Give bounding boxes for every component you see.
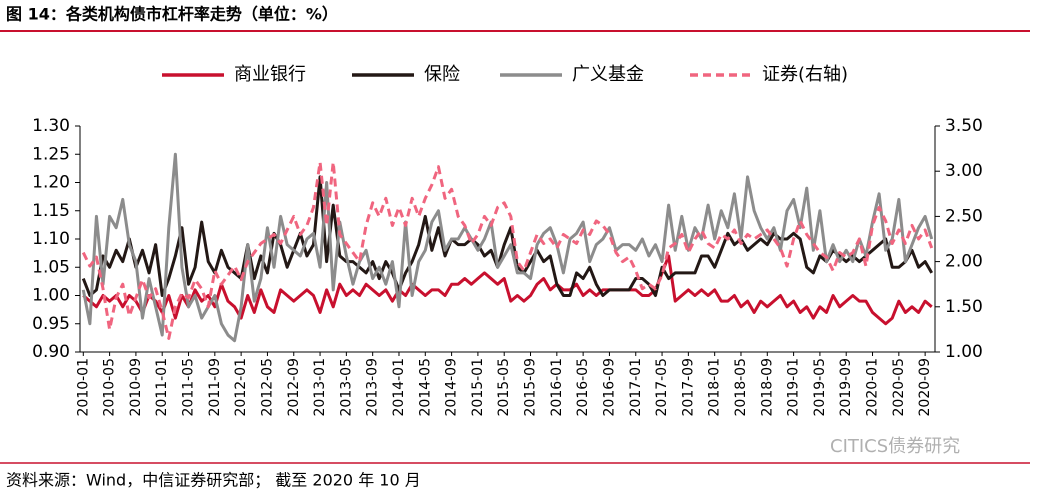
x-tick-label: 2014-05 (417, 358, 433, 417)
x-tick-label: 2020-05 (891, 358, 907, 417)
series-line (82, 254, 933, 326)
x-tick-label: 2011-09 (207, 358, 223, 417)
y2-tick-label: 1.00 (945, 342, 983, 362)
x-tick-label: 2016-05 (575, 358, 591, 417)
y-tick-label: 1.10 (32, 229, 70, 249)
y-tick-label: 1.20 (32, 173, 70, 193)
x-tick-label: 2012-09 (286, 358, 302, 417)
x-tick-label: 2012-01 (233, 358, 249, 417)
series-line (81, 175, 934, 297)
x-tick-label: 2012-05 (259, 358, 275, 417)
legend-label: 保险 (424, 64, 460, 85)
x-tick-label: 2018-01 (707, 358, 723, 417)
x-tick-label: 2015-09 (523, 358, 539, 417)
y-tick-label: 0.90 (32, 342, 70, 362)
y-tick-label: 1.30 (32, 116, 70, 136)
x-tick-label: 2016-01 (549, 358, 565, 417)
watermark: CITICS债券研究 (830, 436, 960, 457)
x-tick-label: 2015-01 (470, 358, 486, 417)
x-tick-label: 2014-01 (391, 358, 407, 417)
y-tick-label: 1.05 (32, 257, 70, 277)
x-tick-label: 2010-01 (75, 358, 91, 417)
y2-tick-label: 1.50 (945, 297, 983, 317)
x-tick-label: 2011-05 (181, 358, 197, 417)
x-tick-label: 2020-09 (917, 358, 933, 417)
y2-tick-label: 3.00 (945, 161, 983, 181)
legend-label: 广义基金 (572, 64, 644, 85)
x-tick-label: 2013-09 (365, 358, 381, 417)
y-tick-label: 1.00 (32, 286, 70, 306)
x-tick-label: 2010-09 (128, 358, 144, 417)
x-tick-label: 2017-09 (680, 358, 696, 417)
legend-label: 证券(右轴) (762, 64, 848, 85)
x-tick-label: 2011-01 (154, 358, 170, 417)
y-tick-label: 1.25 (32, 144, 70, 164)
y-tick-label: 0.95 (32, 314, 70, 334)
source-note: 资料来源：Wind，中信证券研究部； 截至 2020 年 10 月 (6, 471, 421, 490)
y2-tick-label: 3.50 (945, 116, 983, 136)
x-tick-label: 2020-01 (865, 358, 881, 417)
x-tick-label: 2019-09 (838, 358, 854, 417)
y2-tick-label: 2.00 (945, 252, 983, 272)
x-tick-label: 2010-05 (102, 358, 118, 417)
x-tick-label: 2019-01 (786, 358, 802, 417)
x-tick-label: 2017-01 (628, 358, 644, 417)
chart-title: 图 14：各类机构债市杠杆率走势（单位：%） (6, 5, 338, 24)
series-line (81, 152, 934, 343)
y-tick-label: 1.15 (32, 201, 70, 221)
x-tick-label: 2016-09 (601, 358, 617, 417)
x-tick-label: 2013-05 (338, 358, 354, 417)
x-tick-label: 2015-05 (496, 358, 512, 417)
x-tick-label: 2014-09 (444, 358, 460, 417)
x-tick-label: 2017-05 (654, 358, 670, 417)
y2-tick-label: 2.50 (945, 206, 983, 226)
x-tick-label: 2019-05 (812, 358, 828, 417)
legend-label: 商业银行 (234, 64, 306, 85)
x-tick-label: 2018-09 (759, 358, 775, 417)
x-tick-label: 2018-05 (733, 358, 749, 417)
series-line (81, 160, 934, 340)
x-tick-label: 2013-01 (312, 358, 328, 417)
